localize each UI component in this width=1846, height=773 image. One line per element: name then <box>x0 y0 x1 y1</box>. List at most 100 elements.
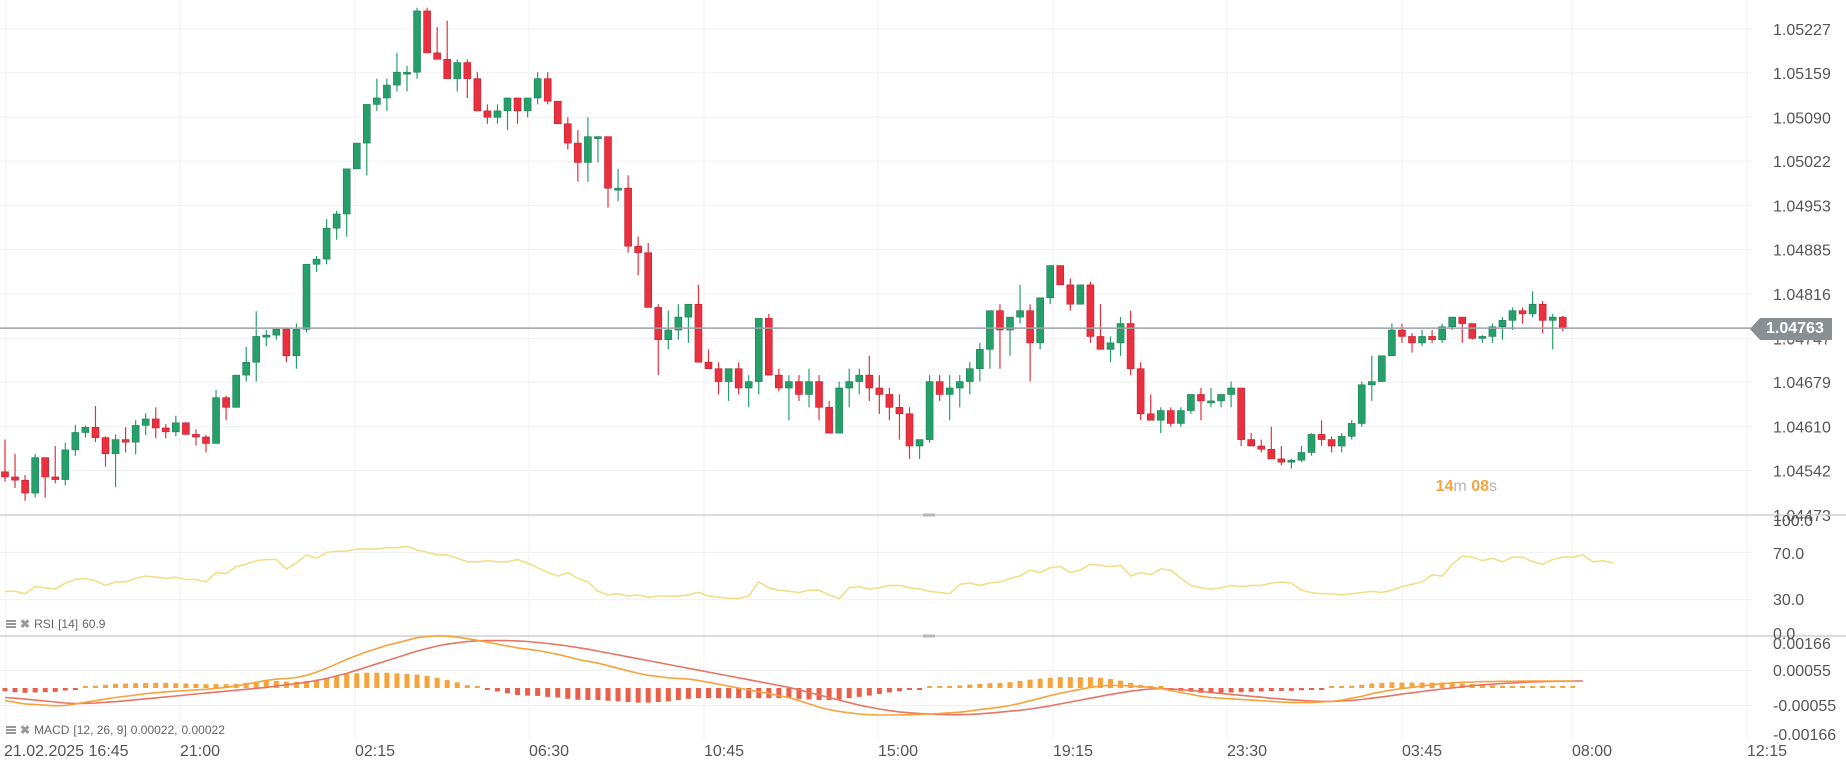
rsi-label: RSI <box>34 617 55 631</box>
macd-settings-menu-icon[interactable] <box>6 725 16 735</box>
candle <box>1006 316 1014 356</box>
candle <box>453 59 462 92</box>
candle <box>503 97 512 131</box>
price-axis-label: 1.04953 <box>1773 199 1831 216</box>
candle <box>1237 387 1245 447</box>
price-axis-label: 1.05159 <box>1773 66 1831 83</box>
macd-axis-label: 0.00055 <box>1773 663 1831 680</box>
candle <box>1106 336 1115 363</box>
candle <box>182 422 190 435</box>
candle <box>664 310 673 350</box>
candle <box>915 439 924 459</box>
candle <box>172 415 180 437</box>
candle <box>362 104 371 176</box>
candle <box>1066 278 1075 311</box>
candle <box>1388 323 1396 357</box>
candle <box>955 375 964 408</box>
candle <box>1136 362 1145 421</box>
candle-countdown: 14m 08s <box>1436 478 1497 496</box>
candle <box>624 175 632 253</box>
candle <box>383 78 391 111</box>
candle <box>1156 407 1165 434</box>
price-axis-label: 1.04542 <box>1773 464 1831 481</box>
candle <box>945 375 954 421</box>
candle <box>282 327 291 363</box>
candle <box>21 475 29 501</box>
rsi-axis-label: 30.0 <box>1773 592 1804 609</box>
candle <box>1016 284 1024 324</box>
candle <box>1036 297 1044 350</box>
macd-remove-icon[interactable]: ✖ <box>20 723 31 737</box>
macd-value-2: 0.00022 <box>181 723 225 737</box>
candle <box>483 104 492 124</box>
candle <box>1096 304 1105 350</box>
pane-resize-handle[interactable] <box>923 634 935 638</box>
pane-resize-handle[interactable] <box>923 513 935 517</box>
time-axis: 21.02.2025 16:45 21:00 02:15 06:30 10:45 15:0… <box>4 743 1787 760</box>
candle <box>875 375 884 414</box>
candle <box>1217 394 1225 408</box>
candle <box>805 368 813 408</box>
candle <box>1317 420 1326 447</box>
candle <box>242 346 250 382</box>
time-axis-label: 21.02.2025 16:45 <box>4 743 129 760</box>
candle <box>111 434 120 488</box>
candle <box>1076 284 1085 305</box>
candle <box>734 362 743 395</box>
rsi-axis-label: 100.0 <box>1773 513 1813 530</box>
candle <box>11 453 19 488</box>
candle <box>222 395 230 421</box>
candle <box>272 328 281 340</box>
candle <box>825 400 833 434</box>
candle <box>1146 394 1155 421</box>
candle <box>644 242 653 308</box>
candle <box>684 303 693 343</box>
candle <box>835 381 843 434</box>
candle <box>1267 426 1276 460</box>
rsi-remove-icon[interactable]: ✖ <box>20 617 31 631</box>
candle <box>1337 433 1346 453</box>
candle <box>905 407 914 459</box>
candle <box>192 429 200 446</box>
rsi-legend: ✖ RSI [14] 60.9 <box>6 617 105 631</box>
candle <box>463 59 472 98</box>
candle <box>714 362 723 395</box>
candle <box>121 427 130 453</box>
candle <box>925 375 934 443</box>
countdown-seconds: 08 <box>1471 478 1489 495</box>
candle <box>31 453 39 498</box>
candle <box>1438 323 1446 343</box>
price-axis-label: 1.04679 <box>1773 375 1831 392</box>
macd-line <box>4 634 1573 716</box>
candle <box>423 7 431 54</box>
candle <box>61 442 70 486</box>
candle <box>312 255 321 272</box>
candle <box>634 236 642 276</box>
candle <box>322 219 331 265</box>
candle <box>302 263 311 333</box>
candle <box>965 362 974 395</box>
time-axis-label: 10:45 <box>704 743 744 760</box>
countdown-minutes: 14 <box>1435 478 1454 495</box>
candle <box>1378 355 1386 382</box>
candle <box>41 457 50 498</box>
candle <box>1428 330 1436 343</box>
candle <box>845 368 854 408</box>
last-price-badge: 1.04763 <box>1750 318 1832 340</box>
candle <box>785 375 793 421</box>
candle <box>1528 291 1537 318</box>
rsi-settings-menu-icon[interactable] <box>6 619 16 629</box>
candle <box>654 304 663 376</box>
candle <box>1 439 9 482</box>
candle <box>1468 323 1477 340</box>
candle <box>553 100 562 125</box>
candle <box>543 72 552 105</box>
candle <box>775 368 783 392</box>
candle <box>1187 394 1195 414</box>
candle <box>1408 333 1416 353</box>
candle <box>614 168 622 202</box>
rsi-axis-label: 0.0 <box>1773 626 1795 643</box>
candle <box>1548 313 1557 350</box>
